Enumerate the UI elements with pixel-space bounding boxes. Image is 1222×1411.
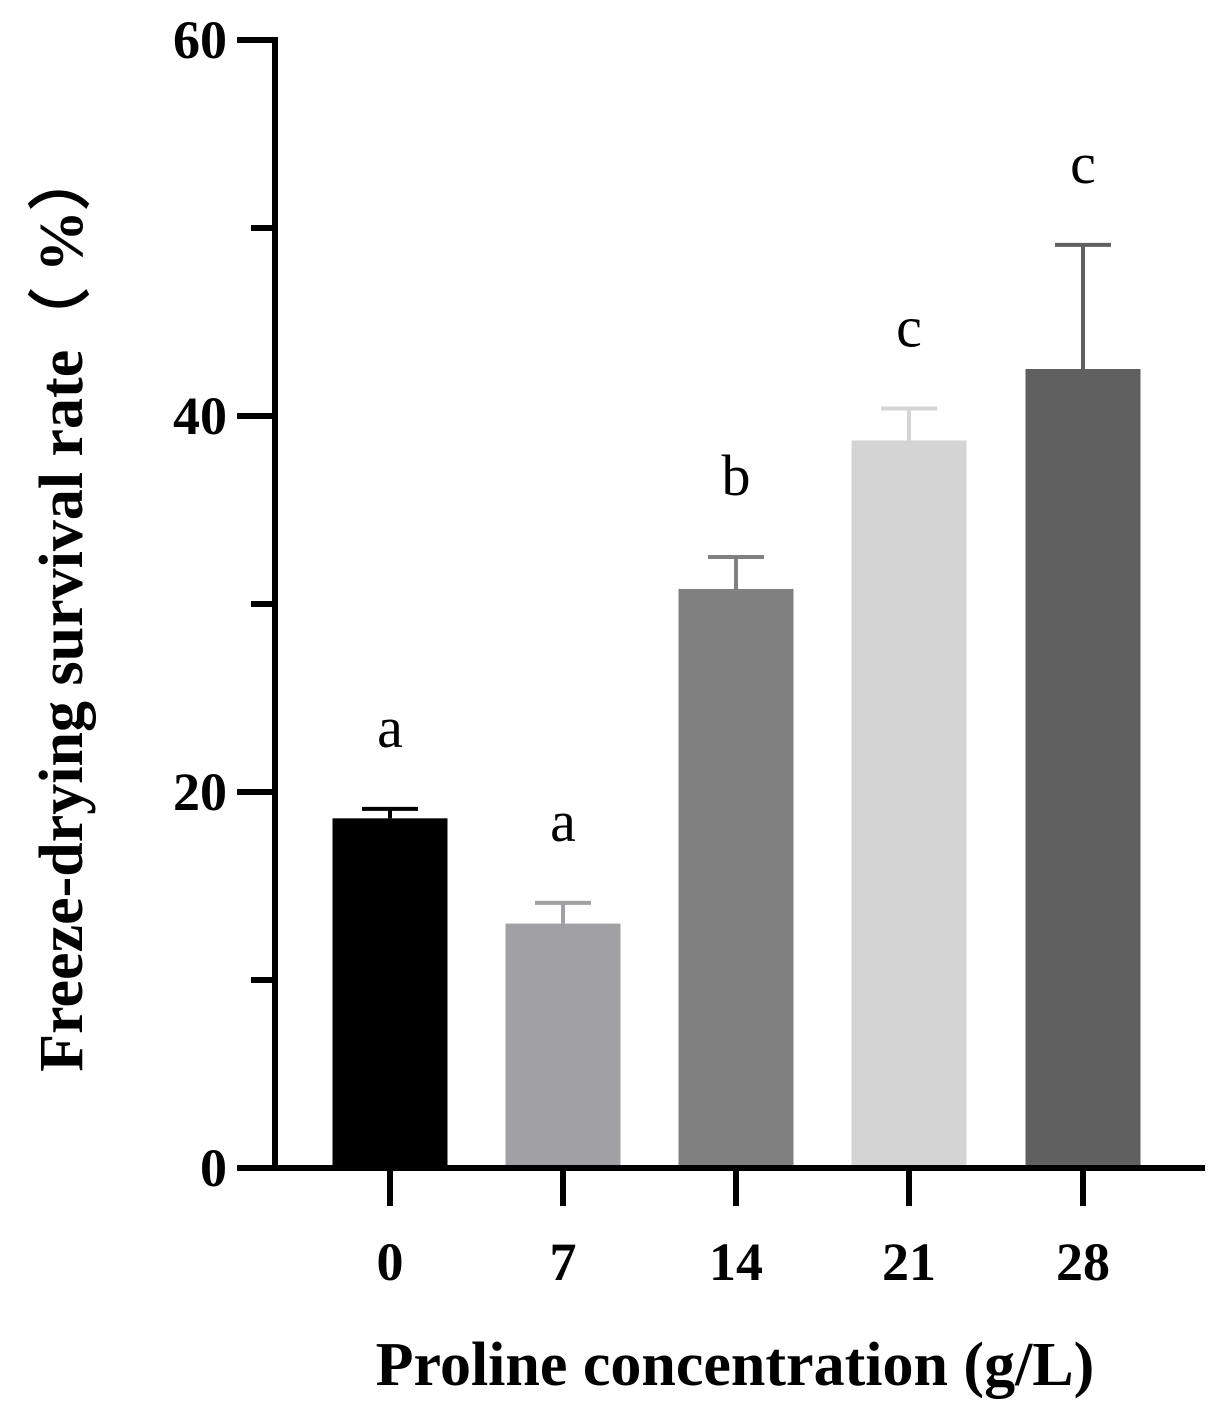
bar-21 bbox=[851, 440, 967, 1168]
y-tick-label: 60 bbox=[173, 10, 227, 70]
significance-label-28: c bbox=[1070, 131, 1096, 196]
significance-label-14: b bbox=[722, 443, 751, 508]
y-tick-label: 20 bbox=[173, 762, 227, 822]
bar-7 bbox=[505, 923, 621, 1168]
y-ticks-group: 0 20 40 60 bbox=[173, 10, 275, 1198]
bar-14 bbox=[678, 588, 794, 1168]
bar-28 bbox=[1025, 369, 1141, 1168]
bar-0 bbox=[332, 818, 448, 1168]
x-tick-label-28: 28 bbox=[1056, 1232, 1110, 1292]
significance-labels-group: a a b c c bbox=[377, 131, 1096, 854]
y-tick-label: 40 bbox=[173, 386, 227, 446]
x-axis-label: Proline concentration (g/L) bbox=[376, 1331, 1095, 1399]
bars-group bbox=[332, 369, 1141, 1168]
x-tick-label-7: 7 bbox=[550, 1232, 577, 1292]
x-tick-label-14: 14 bbox=[709, 1232, 763, 1292]
y-axis-label: Freeze-drying survival rate（ %） bbox=[26, 148, 96, 1071]
y-tick-label: 0 bbox=[200, 1138, 227, 1198]
error-bars-group bbox=[362, 242, 1111, 924]
x-ticks-group: 0 7 14 21 28 bbox=[377, 1168, 1110, 1292]
x-tick-label-21: 21 bbox=[882, 1232, 936, 1292]
significance-label-0: a bbox=[377, 695, 403, 760]
significance-label-7: a bbox=[550, 789, 576, 854]
significance-label-21: c bbox=[896, 294, 922, 359]
x-tick-label-0: 0 bbox=[377, 1232, 404, 1292]
